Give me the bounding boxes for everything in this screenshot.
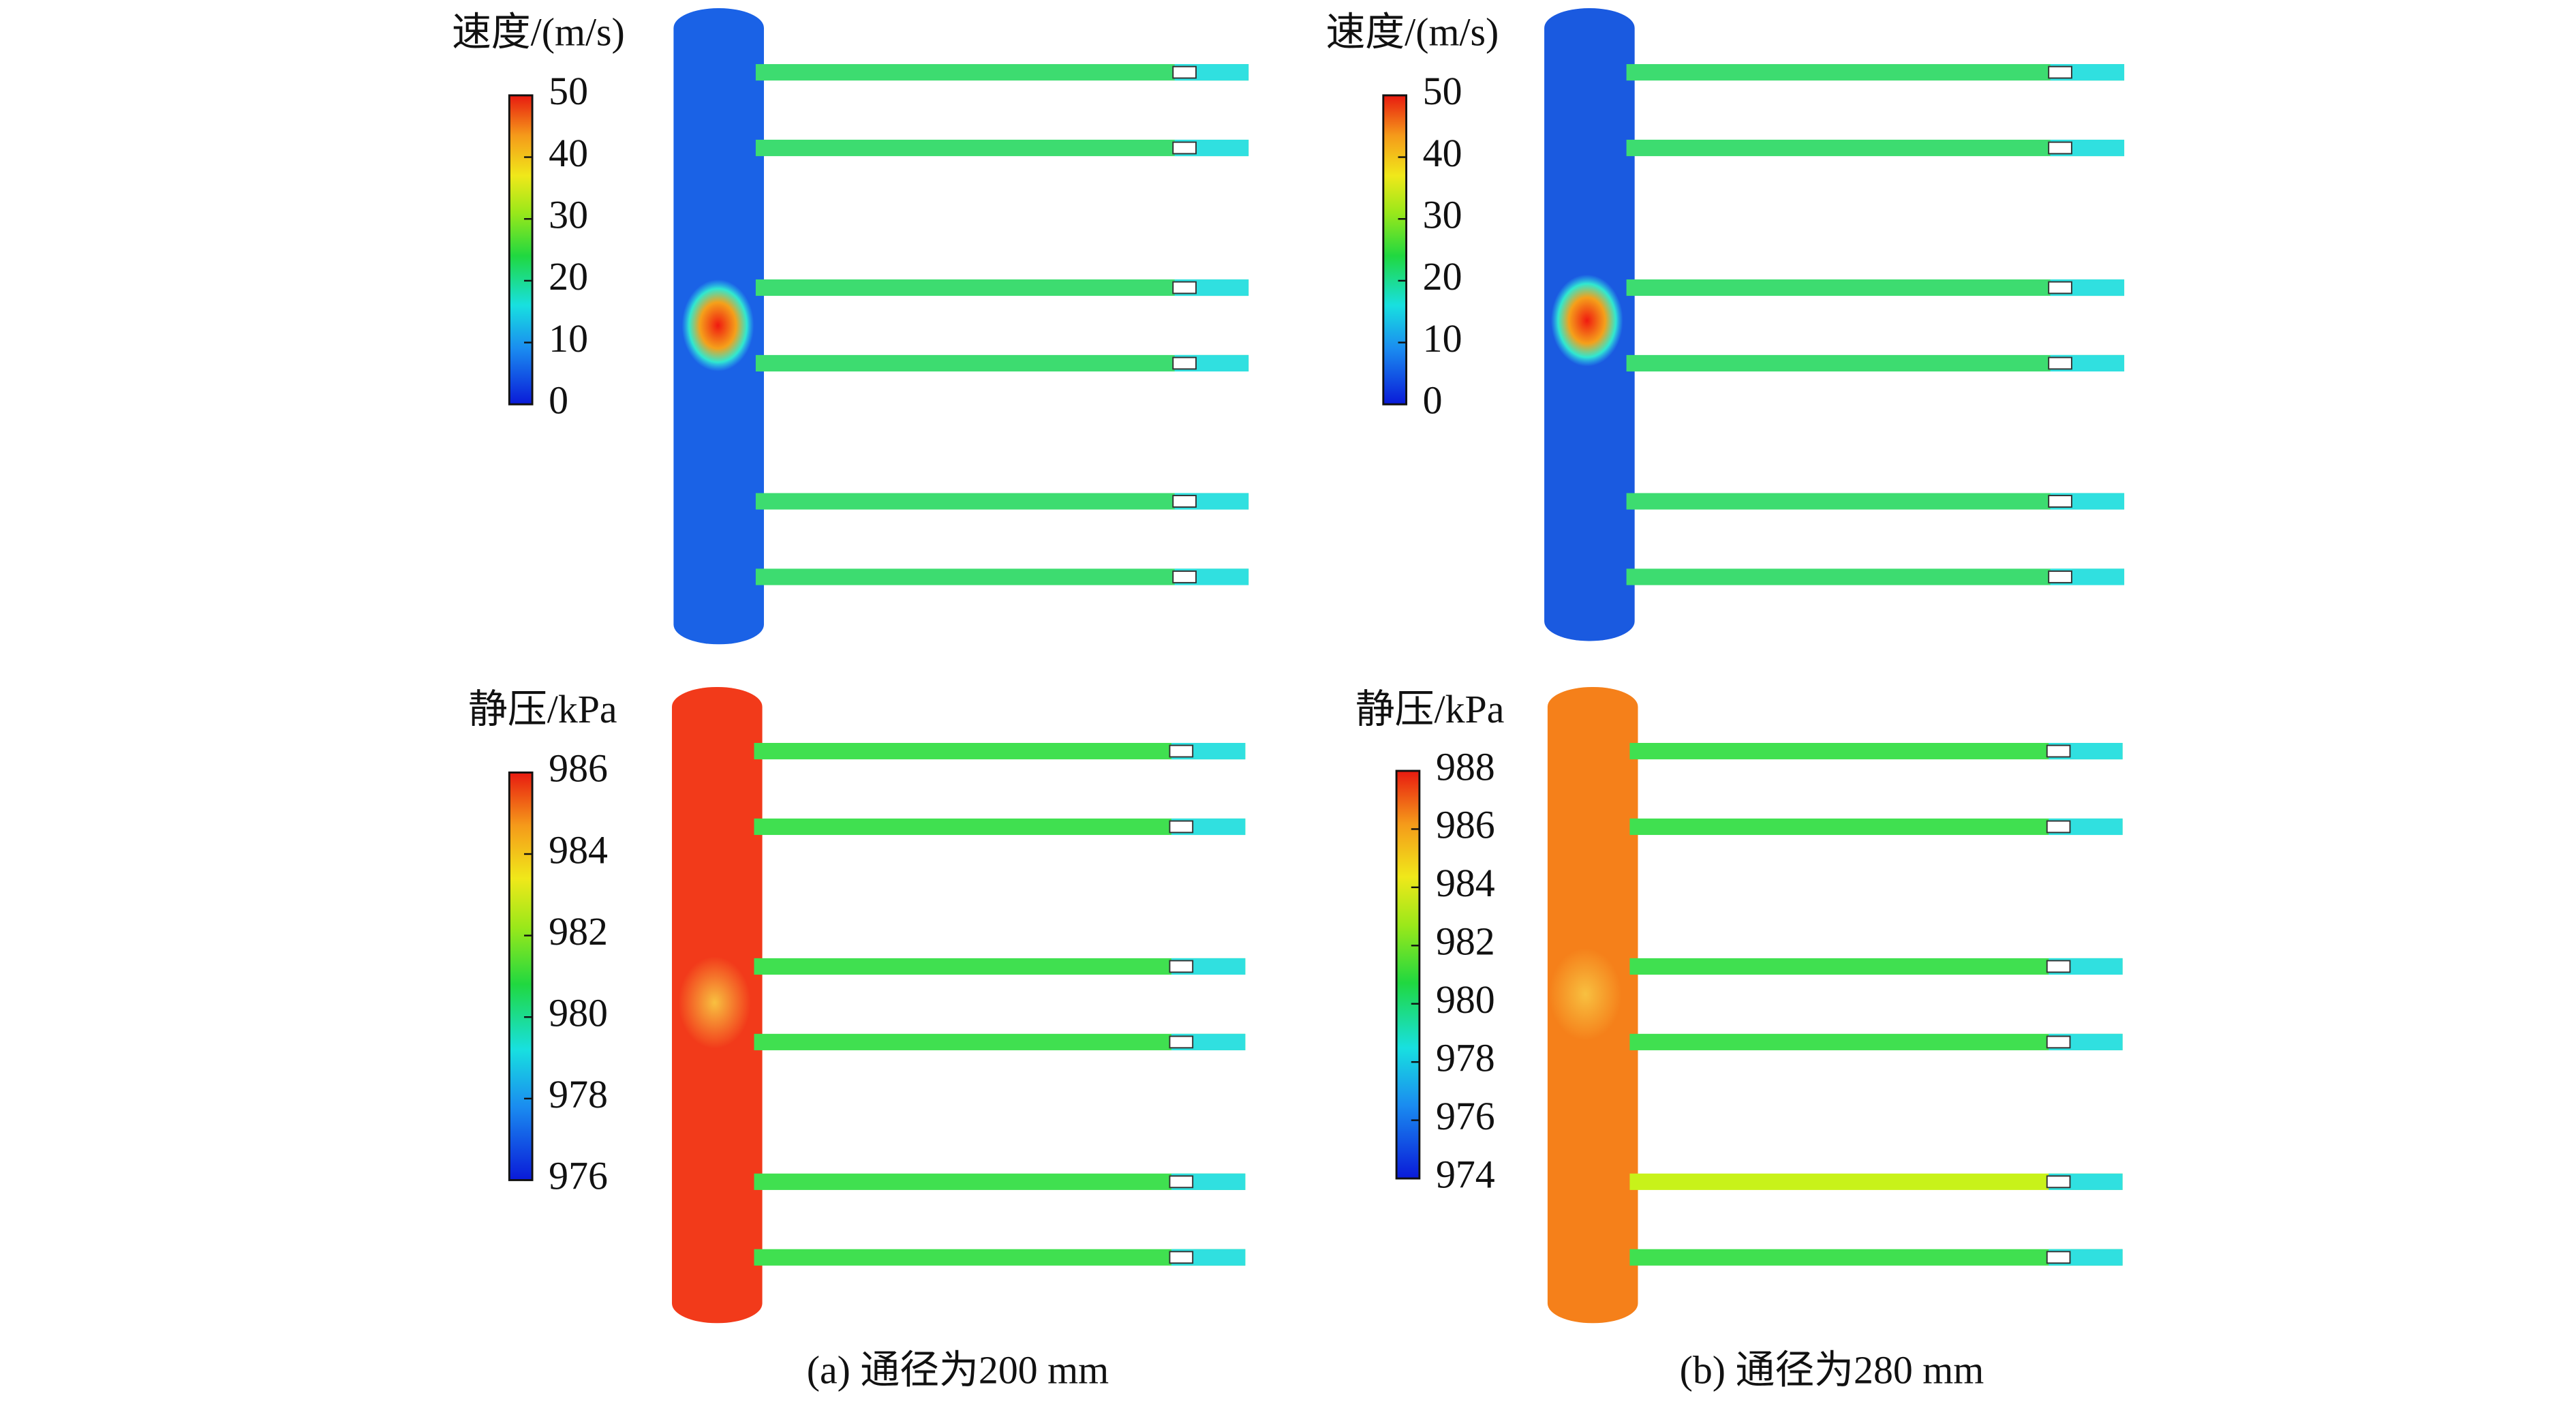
tick-label: 982 (549, 909, 608, 954)
pipe (754, 742, 1246, 760)
valve (1169, 1251, 1194, 1264)
tick-label: 50 (1423, 69, 1462, 113)
tick-label: 986 (1436, 803, 1495, 847)
colorbar (508, 771, 534, 1181)
valve (1169, 1035, 1194, 1049)
tick-label: 40 (1423, 131, 1462, 175)
valve (1172, 495, 1197, 508)
valve (1172, 65, 1197, 79)
colorbar-title: 静压/kPa (468, 687, 617, 731)
tick-label: 976 (1436, 1094, 1495, 1138)
valve (2046, 1251, 2071, 1264)
pipe (1629, 1249, 2123, 1266)
valve (1169, 820, 1194, 834)
tick-label: 974 (1436, 1152, 1495, 1196)
valve (1169, 1175, 1194, 1189)
pipe (1626, 64, 2125, 81)
valve (2046, 1035, 2071, 1049)
flow-spot (1549, 948, 1622, 1041)
valve (2048, 356, 2072, 370)
valve (2046, 744, 2071, 758)
tick-label: 984 (1436, 861, 1495, 905)
tick-label: 0 (1423, 378, 1443, 423)
colorbar-title: 速度/(m/s) (452, 10, 625, 54)
tick-label: 976 (549, 1154, 608, 1198)
valve (2046, 820, 2071, 834)
tick-label: 0 (549, 378, 568, 423)
valve (2048, 495, 2072, 508)
pipe (754, 1173, 1246, 1190)
flow-spot (678, 956, 751, 1049)
caption: (b) 通径为280 mm (1680, 1347, 1984, 1392)
pipe (1629, 1173, 2123, 1190)
valve (1172, 356, 1197, 370)
caption: (a) 通径为200 mm (807, 1347, 1109, 1392)
tick-label: 10 (549, 316, 588, 361)
tick-label: 978 (1436, 1035, 1495, 1080)
pipe (755, 279, 1249, 296)
tick-label: 10 (1423, 316, 1462, 361)
tick-label: 20 (1423, 254, 1462, 299)
valve (1172, 281, 1197, 294)
pipe (1629, 958, 2123, 975)
pipe (1626, 279, 2125, 296)
tick-label: 980 (1436, 977, 1495, 1022)
tick-label: 980 (549, 991, 608, 1035)
pipe (1629, 818, 2123, 836)
valve (2046, 1175, 2071, 1189)
pipe (1629, 1033, 2123, 1050)
pipe (754, 1249, 1246, 1266)
pipe (755, 139, 1249, 157)
pipe (754, 818, 1246, 836)
colorbar (1382, 94, 1408, 406)
pipe (1626, 568, 2125, 585)
valve (2048, 141, 2072, 155)
tick-label: 984 (549, 827, 608, 872)
valve (2046, 960, 2071, 973)
pipe (754, 958, 1246, 975)
tick-label: 50 (549, 69, 588, 113)
valve (2048, 570, 2072, 583)
pipe (1626, 493, 2125, 510)
pipe (1626, 139, 2125, 157)
colorbar-title: 静压/kPa (1355, 687, 1505, 731)
tick-label: 20 (549, 254, 588, 299)
colorbar-title: 速度/(m/s) (1325, 10, 1499, 54)
valve (1172, 141, 1197, 155)
tick-label: 40 (549, 131, 588, 175)
valve (2048, 65, 2072, 79)
pipe (755, 493, 1249, 510)
colorbar (1395, 769, 1421, 1180)
flow-spot (681, 279, 754, 371)
pipe (1629, 742, 2123, 760)
valve (1169, 960, 1194, 973)
valve (1169, 744, 1194, 758)
tick-label: 30 (1423, 192, 1462, 237)
tick-label: 986 (549, 746, 608, 791)
tick-label: 982 (1436, 919, 1495, 964)
pipe (754, 1033, 1246, 1050)
flow-spot (1550, 274, 1623, 367)
colorbar (508, 94, 534, 406)
valve (2048, 281, 2072, 294)
valve (1172, 570, 1197, 583)
pipe (755, 64, 1249, 81)
tick-label: 988 (1436, 744, 1495, 789)
pipe (755, 354, 1249, 371)
tick-label: 30 (549, 192, 588, 237)
pipe (755, 568, 1249, 585)
pipe (1626, 354, 2125, 371)
tick-label: 978 (549, 1072, 608, 1116)
